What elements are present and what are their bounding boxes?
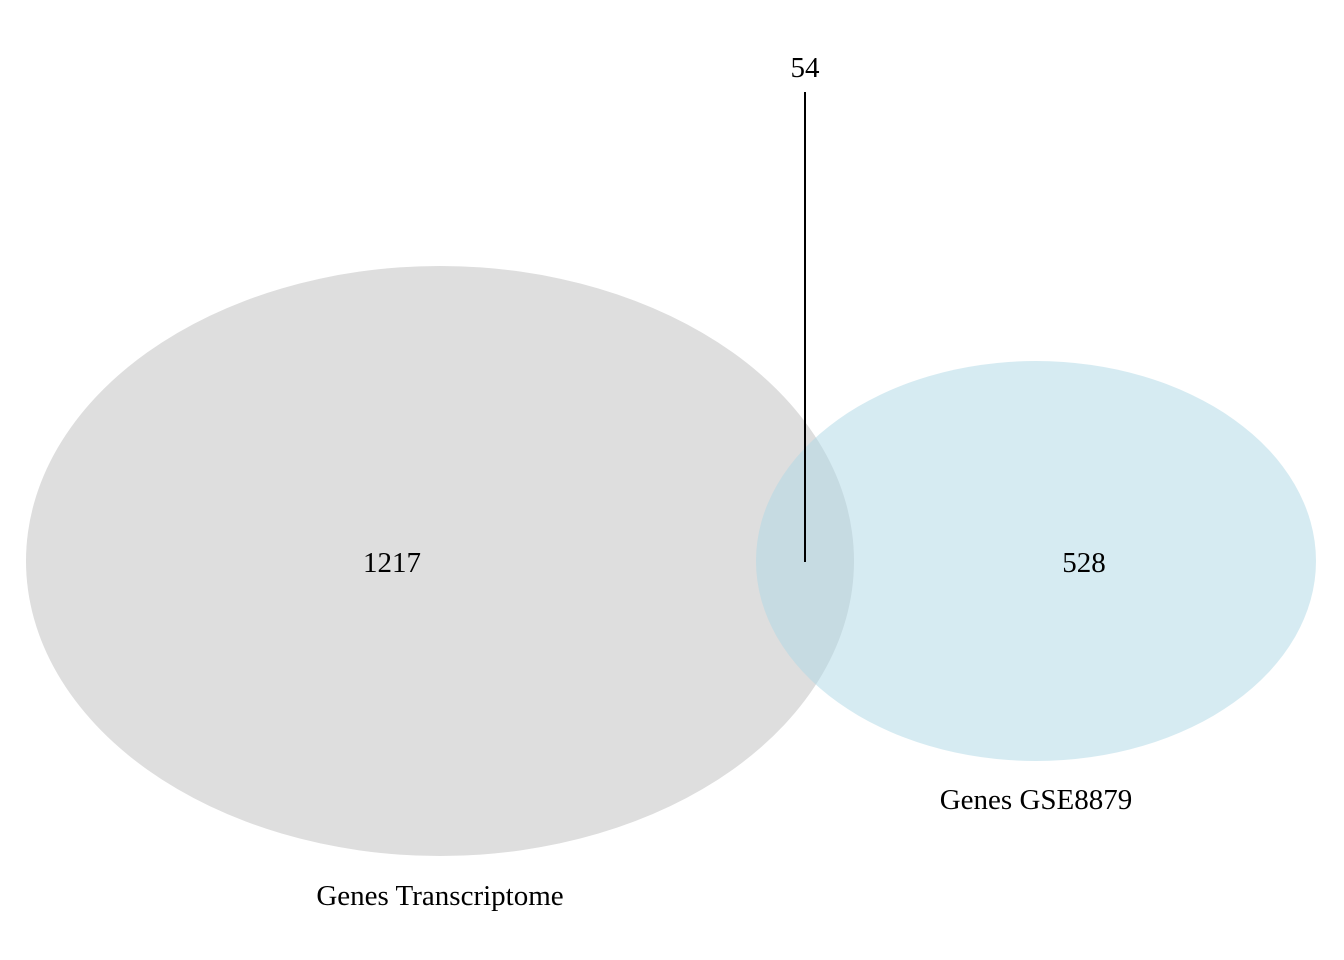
set-gse8879-label: Genes GSE8879 — [940, 784, 1133, 816]
set-gse8879-ellipse — [756, 361, 1316, 761]
set-transcriptome-count: 1217 — [363, 547, 421, 579]
intersection-count: 54 — [791, 52, 821, 84]
set-transcriptome-label: Genes Transcriptome — [316, 880, 563, 912]
set-transcriptome-ellipse — [26, 266, 854, 856]
set-gse8879-count: 528 — [1062, 547, 1106, 579]
